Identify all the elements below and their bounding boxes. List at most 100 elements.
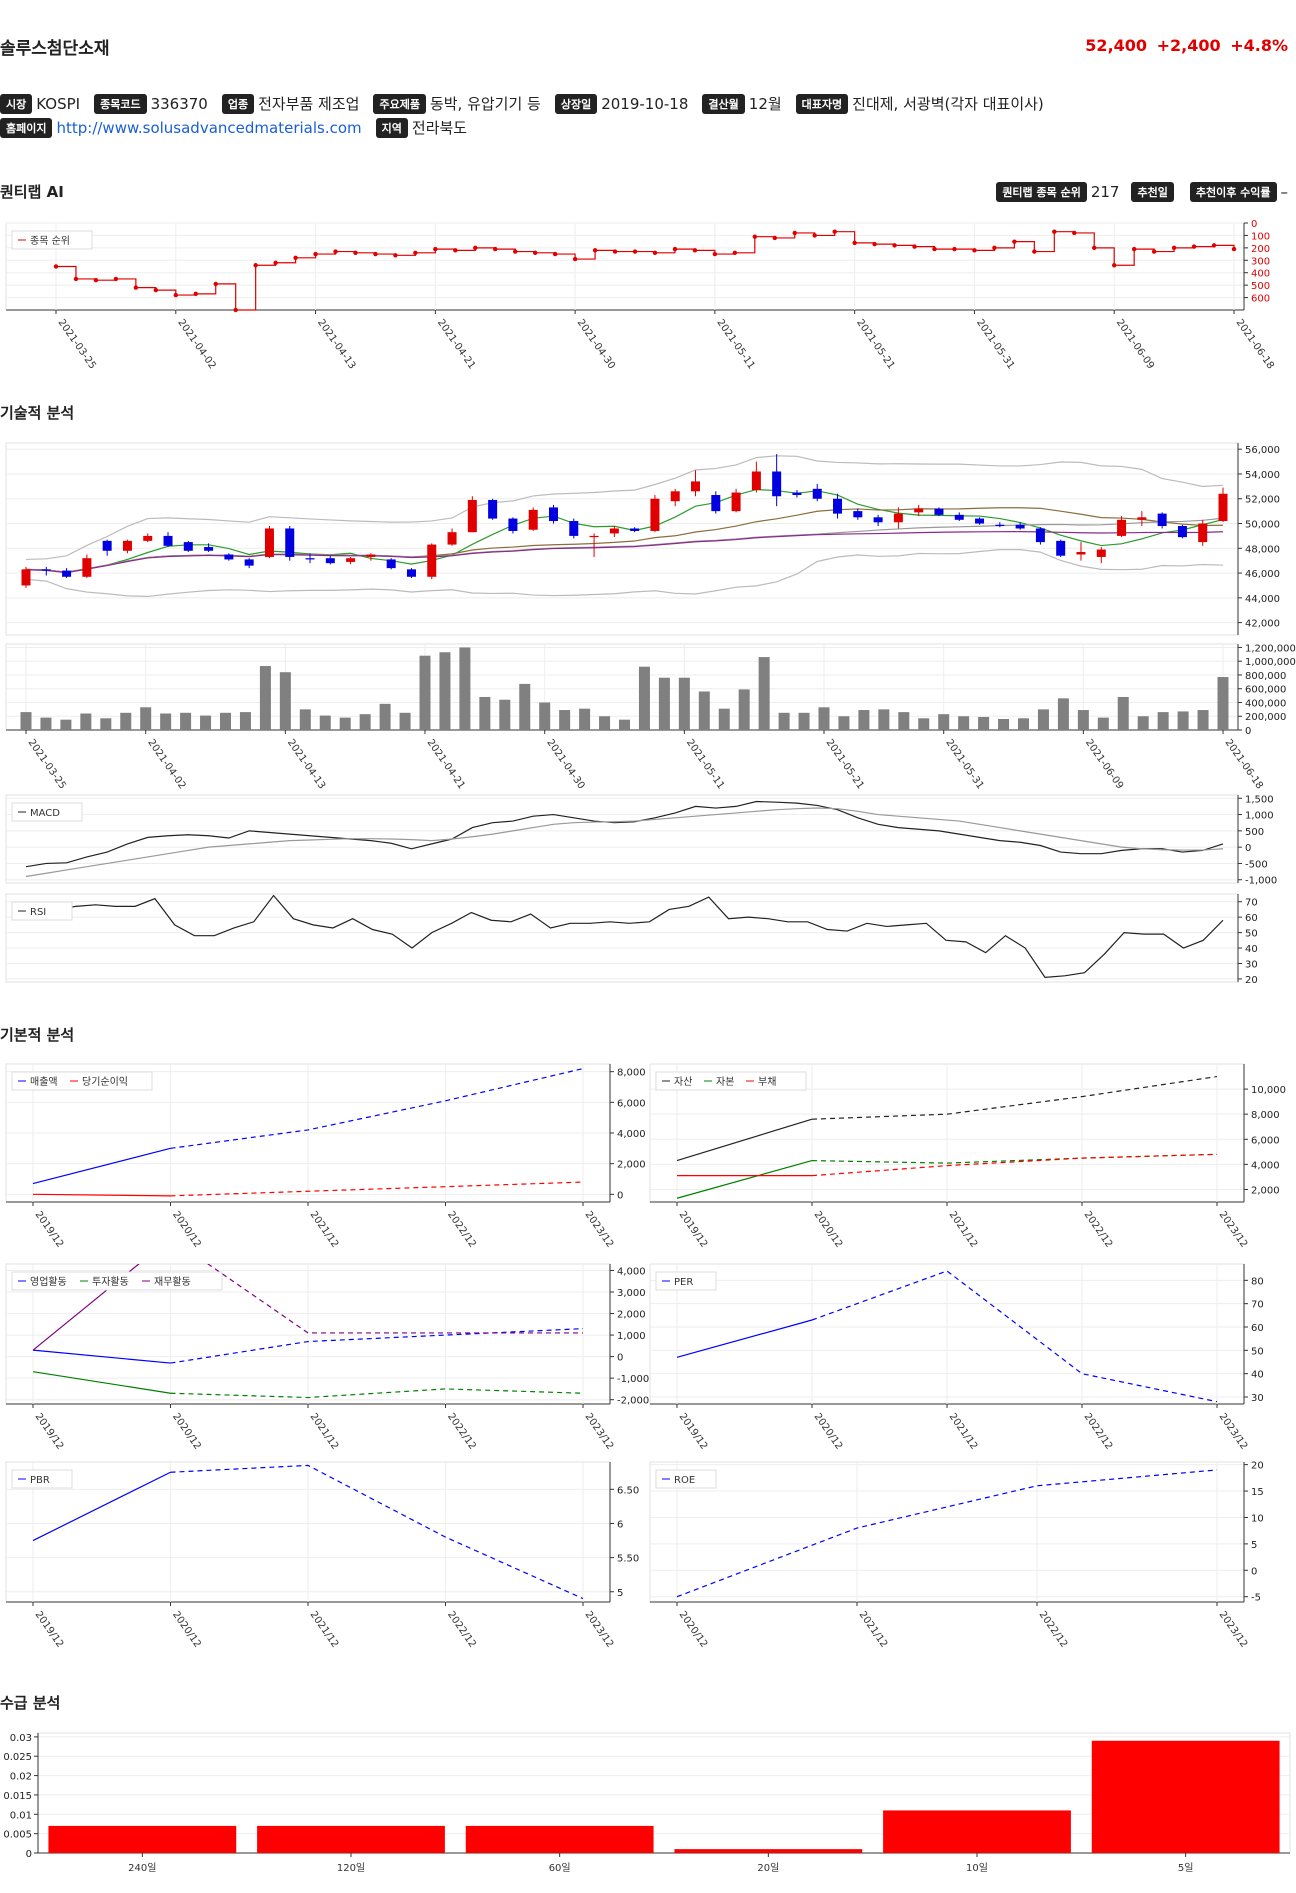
candle-body <box>224 554 234 560</box>
candle-body <box>589 535 599 538</box>
candles-ytick-label: 52,000 <box>1245 495 1280 506</box>
candles-chart: 42,000 44,000 46,000 48,000 50,000 52,000 54,0… <box>5 442 1280 636</box>
volume-bar <box>1137 716 1149 730</box>
per-actual-line <box>676 1319 813 1358</box>
rank-point <box>632 249 638 254</box>
volume-bar <box>439 652 451 730</box>
candle-body <box>447 532 457 545</box>
supply-ytick-label: 0.025 <box>3 1752 32 1763</box>
volume-xtick-label: 2021-05-31 <box>943 737 985 791</box>
candle-body <box>853 511 863 518</box>
volume-bar <box>559 710 571 730</box>
candle-body <box>954 514 964 520</box>
revenue-xtick-label: 2020/12 <box>170 1209 203 1249</box>
rank-legend-label: 종목 순위 <box>30 234 70 247</box>
candle-body <box>508 518 518 531</box>
candle-body <box>285 528 295 557</box>
rank-xtick-label: 2021-05-31 <box>974 317 1016 371</box>
macd-signal-line <box>25 807 1224 878</box>
revenue-xtick-label: 2019/12 <box>33 1209 66 1249</box>
volume-bar <box>818 707 830 730</box>
volume-bar <box>998 718 1010 730</box>
balance-ytick-label: 10,000 <box>1251 1085 1286 1096</box>
candle-body <box>934 508 944 515</box>
balance-legend-label: 부채 <box>758 1076 776 1088</box>
balance-ytick-label: 8,000 <box>1251 1110 1280 1121</box>
volume-plot-area <box>5 643 1239 731</box>
per-xtick-label: 2021/12 <box>947 1411 980 1451</box>
balance-forecast-line <box>811 1075 1218 1120</box>
rank-point <box>1231 246 1237 252</box>
industry-tag: 업종 <box>221 93 255 114</box>
candle-body <box>325 558 335 564</box>
volume-xtick-label: 2021-03-25 <box>26 737 68 791</box>
candle-body <box>1137 517 1147 520</box>
fiscal-tag: 결산월 <box>702 93 745 114</box>
balance-xtick-label: 2022/12 <box>1082 1209 1115 1249</box>
candle-body <box>873 517 883 523</box>
candle-body <box>833 498 843 514</box>
volume-bar <box>319 715 331 730</box>
rank-point <box>473 245 478 251</box>
rank-ytick-label: 200 <box>1251 244 1270 255</box>
roe-plot-area <box>649 1461 1245 1603</box>
balance-xtick-label: 2021/12 <box>947 1209 980 1249</box>
section-supply: 수급 분석 <box>0 1694 61 1712</box>
volume-chart: 0 200,000 400,000 600,000 800,000 1,000,000 1,… <box>5 643 1296 791</box>
per-xtick-label: 2023/12 <box>1217 1411 1250 1451</box>
candle-body <box>244 559 254 566</box>
candle-body <box>751 471 761 491</box>
ceo-value: 진대제, 서광벽(각자 대표이사) <box>852 95 1044 113</box>
per-ytick-label: 70 <box>1251 1300 1264 1311</box>
volume-bar <box>638 666 650 730</box>
per-ytick-label: 50 <box>1251 1346 1264 1357</box>
balance-xtick-label: 2019/12 <box>677 1209 710 1249</box>
candle-body <box>82 558 92 577</box>
cashflow-forecast-line <box>206 1264 583 1334</box>
volume-bar <box>878 709 890 730</box>
per-ytick-label: 60 <box>1251 1323 1264 1334</box>
homepage-tag: 홈페이지 <box>0 117 53 138</box>
revenue-actual-line <box>32 1147 171 1185</box>
rank-point <box>393 253 398 258</box>
candle-body <box>1035 528 1045 543</box>
candle-body <box>183 542 193 551</box>
candle-body <box>975 518 985 524</box>
rank-point <box>992 245 997 251</box>
rank-point <box>313 251 318 257</box>
cashflow-legend-label: 재무활동 <box>154 1275 191 1288</box>
per-xtick-label: 2020/12 <box>812 1411 845 1451</box>
rank-point <box>872 241 877 247</box>
candle-body <box>488 499 498 519</box>
rsi-chart: 20 30 40 50 60 70 RSI <box>5 893 1258 986</box>
fiscal-value: 12월 <box>748 95 782 113</box>
candle-body <box>1056 540 1066 556</box>
candle-body <box>305 558 315 560</box>
rsi-ytick-label: 50 <box>1245 929 1258 940</box>
supply-plot-area <box>37 1732 1291 1854</box>
homepage-link[interactable]: http://www.solusadvancedmaterials.com <box>56 118 362 137</box>
volume-bar <box>399 712 411 730</box>
per-xtick-label: 2019/12 <box>677 1411 710 1451</box>
supply-ytick-label: 0 <box>26 1849 32 1860</box>
volume-bar <box>758 657 770 730</box>
rank-point <box>333 249 338 254</box>
revenue-chart: 0 2,000 4,000 6,000 8,000 2019/12 2020/12 2021/… <box>5 1063 646 1250</box>
pbr-xtick-label: 2019/12 <box>33 1609 66 1649</box>
roe-ytick-label: 5 <box>1251 1540 1257 1551</box>
candle-body <box>792 492 802 496</box>
volume-bar <box>140 707 152 730</box>
candle-body <box>122 540 132 551</box>
candle-body <box>1177 525 1187 538</box>
volume-bar <box>419 655 431 730</box>
section-technical: 기술적 분석 <box>0 404 75 422</box>
balance-actual-line <box>676 1118 813 1162</box>
supply-ytick-label: 0.03 <box>10 1733 32 1744</box>
revenue-ytick-label: 0 <box>617 1190 623 1201</box>
products-value: 동박, 유압기기 등 <box>429 95 541 113</box>
volume-bar <box>279 672 291 730</box>
supply-ytick-label: 0.015 <box>3 1791 32 1802</box>
candles-plot-area <box>5 442 1239 636</box>
revenue-ytick-label: 8,000 <box>617 1068 646 1079</box>
